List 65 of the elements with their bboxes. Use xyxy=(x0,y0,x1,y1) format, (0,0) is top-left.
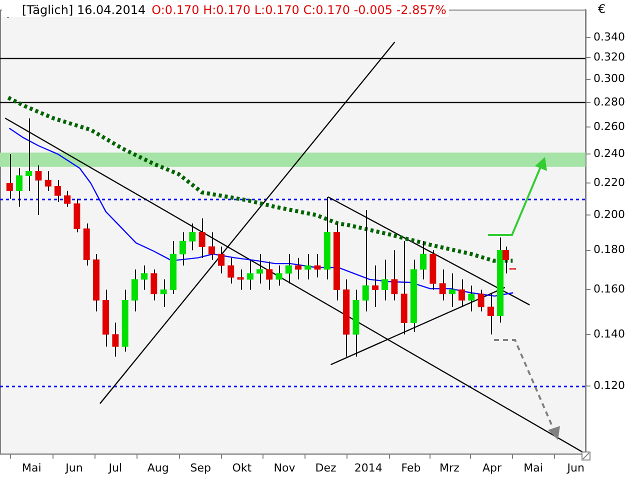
y-tick-label: 0.120 xyxy=(594,378,626,392)
candlestick xyxy=(54,180,62,202)
line-series xyxy=(6,96,515,263)
candlestick xyxy=(228,257,234,284)
candlestick xyxy=(112,322,119,358)
chart-title: [Täglich] 16.04.2014 xyxy=(22,3,146,17)
candlestick xyxy=(16,168,23,208)
y-axis-title: € xyxy=(598,2,606,16)
candlestick xyxy=(74,198,80,233)
y-tick-label: 0.200 xyxy=(594,208,626,221)
candlestick xyxy=(179,232,186,266)
candlestick xyxy=(502,246,510,274)
candlestick xyxy=(131,268,138,312)
candlestick xyxy=(372,265,379,308)
x-tick-label: Jun xyxy=(64,461,83,474)
candlestick xyxy=(448,272,456,308)
x-tick-label: Aug xyxy=(147,461,169,474)
y-tick-label: 0.160 xyxy=(594,282,626,296)
candlestick xyxy=(6,154,13,200)
candlestick xyxy=(294,257,302,280)
candlestick xyxy=(218,246,225,274)
x-tick-label: Okt xyxy=(232,461,252,474)
candlestick xyxy=(314,254,321,278)
candlestick xyxy=(382,259,388,301)
y-tick-label: 0.240 xyxy=(594,146,626,160)
candlestick xyxy=(189,223,196,251)
candlestick xyxy=(150,268,158,301)
candlestick xyxy=(35,164,42,216)
candlestick xyxy=(266,261,273,290)
x-tick-label: Nov xyxy=(274,461,296,474)
y-tick-label: 0.140 xyxy=(594,327,626,340)
candlestick xyxy=(140,265,148,290)
chart-subtitle: O:0.170 H:0.170 L:0.170 C:0.170 -0.005 -2.857% xyxy=(152,3,446,17)
candlestick xyxy=(208,232,215,260)
candlestick xyxy=(246,259,254,290)
x-tick-label: Mai xyxy=(22,461,42,474)
candlestick xyxy=(487,293,494,335)
x-tick-label: Feb xyxy=(401,461,421,474)
y-tick-label: 0.300 xyxy=(594,72,626,86)
x-tick-label: Jul xyxy=(108,461,122,474)
y-tick-label: 0.280 xyxy=(594,95,626,108)
candlestick xyxy=(64,190,71,208)
candlestick xyxy=(391,250,398,301)
candlestick xyxy=(276,265,282,286)
y-tick-label: 0.180 xyxy=(594,243,626,256)
x-tick-label: Dez xyxy=(315,461,336,474)
candlestick xyxy=(44,170,52,192)
x-tick-label: Mrz xyxy=(440,461,460,474)
y-tick-label: 0.320 xyxy=(594,50,626,64)
x-tick-label: Mai xyxy=(524,461,543,474)
candlestick xyxy=(420,240,427,280)
x-tick-label: Jun xyxy=(566,461,585,474)
y-tick-label: 0.340 xyxy=(594,30,626,44)
candlestick xyxy=(198,218,206,258)
x-tick-label: Apr xyxy=(482,461,502,474)
x-tick-label: Sep xyxy=(190,461,212,474)
candlestick xyxy=(237,268,244,290)
candlestick xyxy=(160,278,167,308)
candlestick xyxy=(304,254,312,280)
y-tick-label: 0.220 xyxy=(594,176,626,190)
candlestick xyxy=(285,254,292,284)
candlestick xyxy=(256,254,264,284)
candlestick xyxy=(439,268,446,301)
y-tick-label: 0.260 xyxy=(594,120,626,134)
x-tick-label: 2014 xyxy=(354,461,382,474)
